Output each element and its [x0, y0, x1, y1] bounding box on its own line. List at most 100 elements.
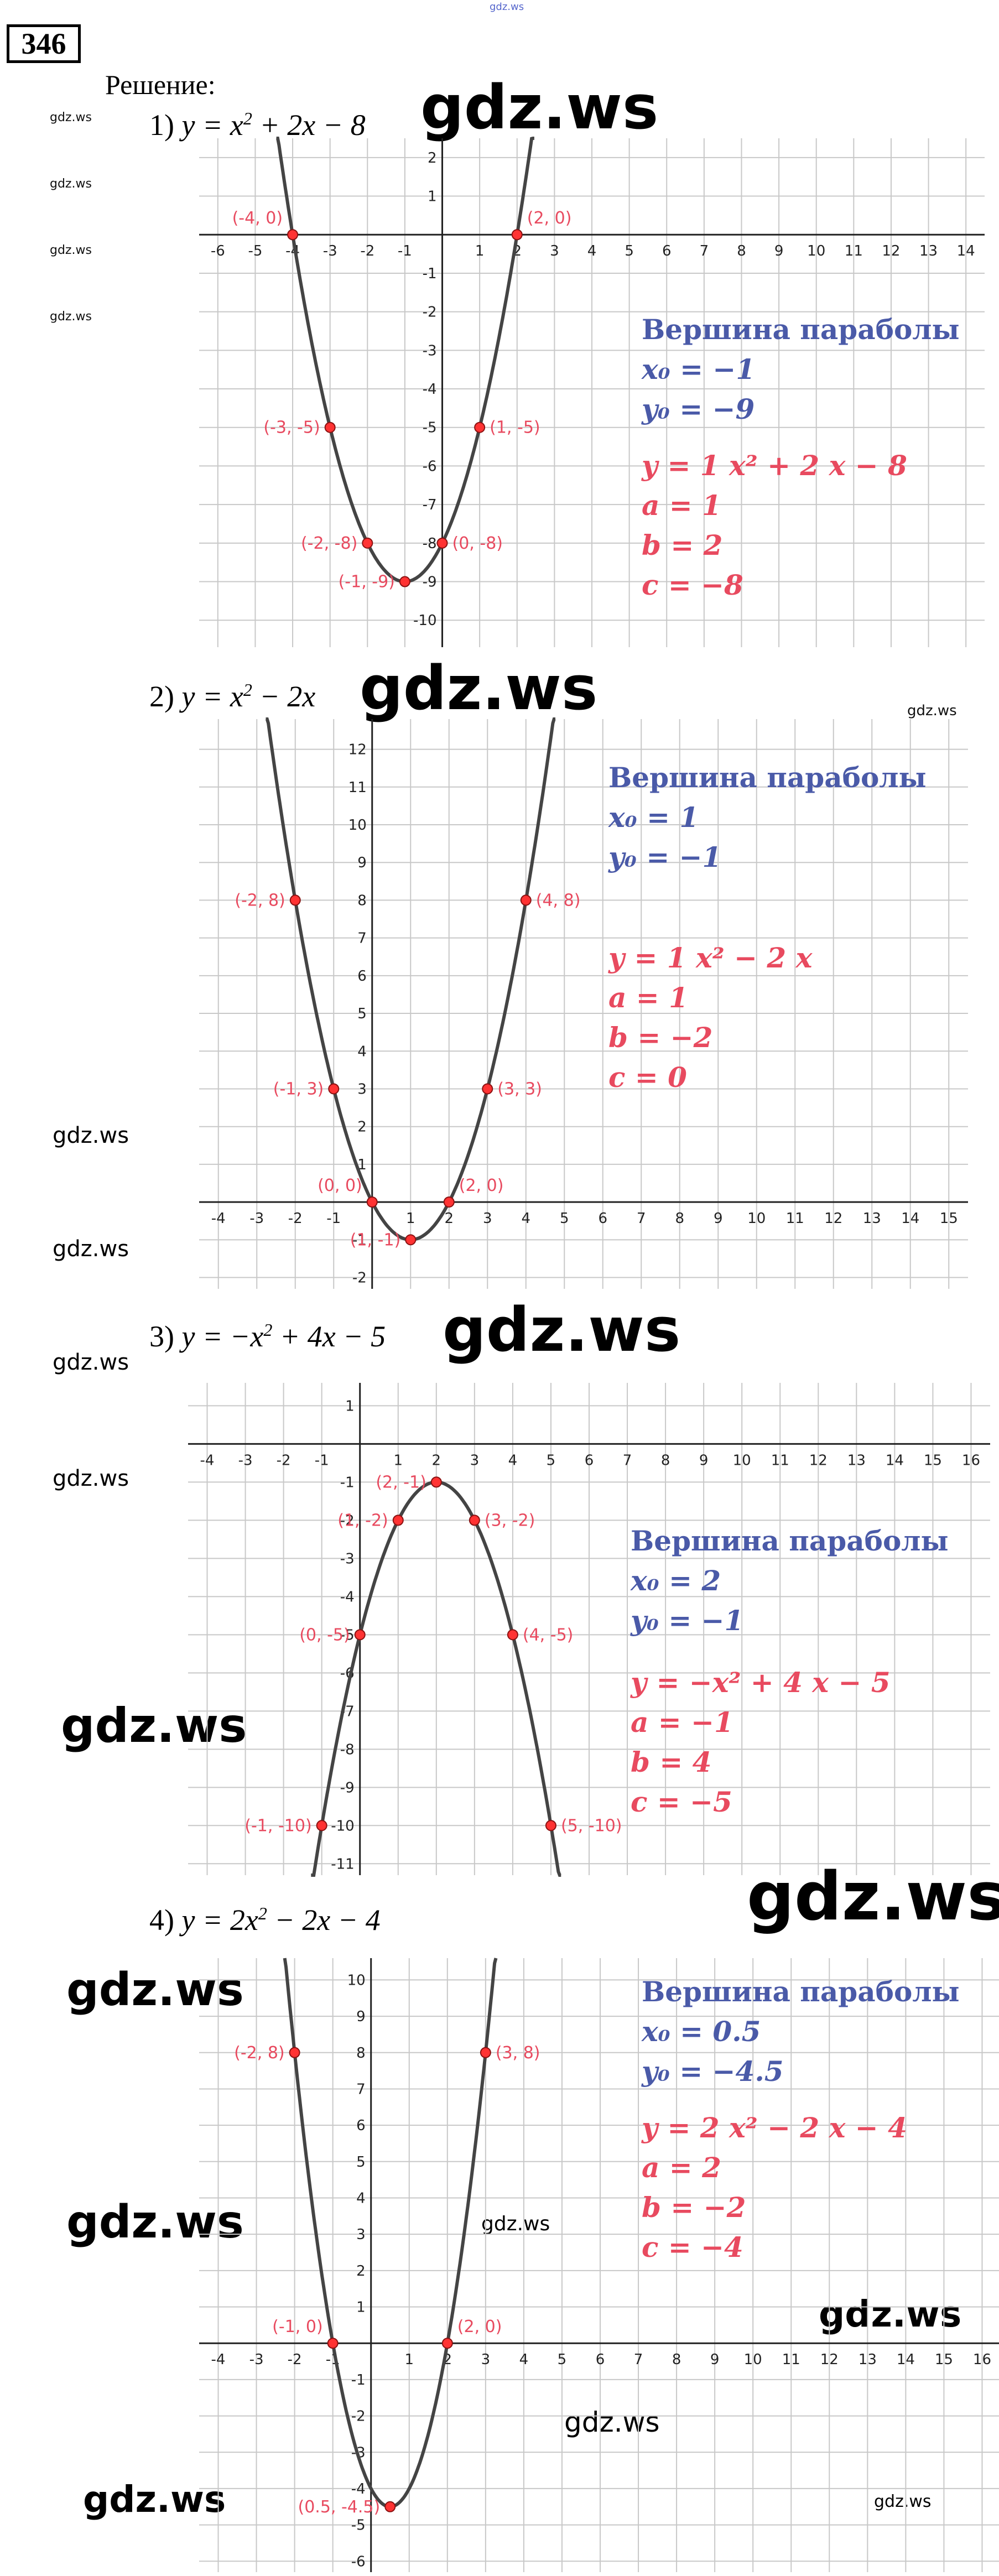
x-tick-label: 12 — [824, 1210, 842, 1227]
point-label: (3, 8) — [496, 2043, 540, 2063]
y-tick-label: -5 — [351, 2517, 366, 2534]
y-tick-label: -6 — [351, 2553, 366, 2570]
x-tick-label: 1 — [406, 1210, 415, 1227]
x-tick-label: 3 — [481, 2351, 491, 2368]
x-tick-label: 4 — [508, 1452, 518, 1469]
y-tick-label: -2 — [423, 304, 437, 321]
y-tick-label: -2 — [351, 2408, 366, 2425]
y-tick-label: 8 — [357, 892, 367, 909]
vertex-y: y₀ = −1 — [608, 841, 722, 873]
point-label: (0, 0) — [318, 1176, 362, 1195]
data-point — [545, 1820, 556, 1831]
vertex-y: y₀ = −9 — [642, 393, 755, 425]
y-tick-label: -8 — [340, 1741, 355, 1758]
watermark: gdz.ws — [66, 2196, 244, 2249]
equation-lhs: y = x — [181, 680, 243, 713]
x-tick-label: 6 — [596, 2351, 605, 2368]
x-tick-label: -2 — [288, 1210, 303, 1227]
data-point — [443, 1196, 455, 1208]
point-label: (-2, 8) — [234, 2043, 284, 2063]
y-tick-label: 4 — [356, 2190, 366, 2206]
vertex-x: x₀ = 2 — [631, 1564, 721, 1597]
x-tick-label: -1 — [326, 1210, 341, 1227]
coef-b: b = 4 — [631, 1746, 712, 1778]
y-tick-label: 5 — [357, 1006, 367, 1022]
y-tick-label: -3 — [423, 342, 437, 359]
watermark: gdz.ws — [481, 2213, 550, 2235]
x-tick-label: 10 — [747, 1210, 766, 1227]
y-tick-label: -9 — [423, 574, 437, 591]
data-point — [474, 421, 486, 433]
equation-exponent: 2 — [243, 680, 252, 700]
watermark: gdz.ws — [50, 111, 92, 124]
y-tick-label: -1 — [351, 2372, 366, 2388]
x-tick-label: 10 — [744, 2351, 762, 2368]
x-tick-label: 8 — [672, 2351, 681, 2368]
x-tick-label: 8 — [675, 1210, 684, 1227]
x-tick-label: 3 — [483, 1210, 492, 1227]
x-tick-label: 13 — [863, 1210, 881, 1227]
x-tick-label: 14 — [886, 1452, 904, 1469]
data-point — [289, 894, 301, 906]
equation-3: 3) y = −x2 + 4x − 5 — [149, 1319, 386, 1354]
x-tick-label: -4 — [211, 2351, 226, 2368]
x-tick-label: 7 — [623, 1452, 632, 1469]
grid — [199, 1958, 999, 2572]
x-tick-label: 13 — [919, 243, 938, 259]
data-point — [316, 1820, 327, 1831]
vertex-title: Вершина параболы — [642, 1975, 960, 2008]
parabola-curve — [283, 1958, 498, 2509]
y-tick-label: 3 — [356, 2226, 366, 2243]
vertex-y: y₀ = −4.5 — [642, 2055, 784, 2088]
data-point — [366, 1196, 378, 1208]
watermark: gdz.ws — [420, 72, 659, 143]
watermark: gdz.ws — [50, 177, 92, 191]
y-tick-label: 12 — [348, 742, 367, 758]
x-tick-label: 9 — [774, 243, 784, 259]
x-tick-label: -2 — [360, 243, 374, 259]
watermark: gdz.ws — [50, 310, 92, 324]
point-label: (3, -2) — [485, 1511, 535, 1530]
equation-number: 1) — [149, 108, 174, 142]
equation-rest: + 2x − 8 — [252, 108, 366, 142]
watermark: gdz.ws — [66, 1964, 244, 2016]
y-tick-label: -8 — [423, 535, 437, 552]
data-point — [327, 2338, 339, 2349]
x-tick-label: 3 — [470, 1452, 480, 1469]
y-tick-label: -4 — [340, 1589, 355, 1605]
coef-c: c = 0 — [608, 1061, 687, 1094]
watermark: gdz.ws — [53, 1236, 129, 1262]
y-tick-label: -4 — [351, 2481, 366, 2497]
y-tick-label: -7 — [423, 497, 437, 513]
point-label: (-4, 0) — [232, 209, 283, 228]
function-formula: y = 2 x² − 2 x − 4 — [642, 2111, 907, 2144]
point-label: (0, -5) — [299, 1625, 350, 1645]
equation-number: 3) — [149, 1320, 174, 1353]
x-tick-label: 15 — [924, 1452, 942, 1469]
equation-2: 2) y = x2 − 2x — [149, 679, 315, 714]
y-tick-label: -2 — [352, 1270, 367, 1287]
x-tick-label: 9 — [714, 1210, 723, 1227]
coef-c: c = −5 — [631, 1786, 732, 1818]
x-tick-label: 6 — [662, 243, 672, 259]
equation-exponent: 2 — [263, 1320, 273, 1340]
data-point — [324, 421, 336, 433]
data-point — [480, 2047, 491, 2058]
chart-2: -4 -3 -2 -1 1 2 3 4 5 6 7 8 9 10 11 12 13 14 1512111098765… — [199, 717, 968, 1289]
watermark: gdz.ws — [747, 1859, 999, 1935]
vertex-x: x₀ = −1 — [642, 353, 756, 386]
x-tick-label: -3 — [238, 1452, 253, 1469]
watermark: gdz.ws — [443, 1294, 681, 1365]
function-formula: y = 1 x² − 2 x — [608, 941, 813, 974]
point-label: (1, -1) — [350, 1230, 400, 1250]
data-point — [384, 2501, 396, 2512]
y-tick-label: 2 — [356, 2263, 366, 2280]
y-tick-label: 2 — [357, 1119, 367, 1136]
info-panel-3: Вершина параболы x₀ = 2 y₀ = −1 y = −x² … — [631, 1521, 949, 1822]
function-formula: y = −x² + 4 x − 5 — [631, 1666, 891, 1699]
x-tick-label: 4 — [587, 243, 597, 259]
y-tick-label: 2 — [428, 150, 437, 166]
x-tick-label: -1 — [398, 243, 412, 259]
point-label: (2, 0) — [527, 209, 572, 228]
x-tick-label: -3 — [249, 1210, 264, 1227]
